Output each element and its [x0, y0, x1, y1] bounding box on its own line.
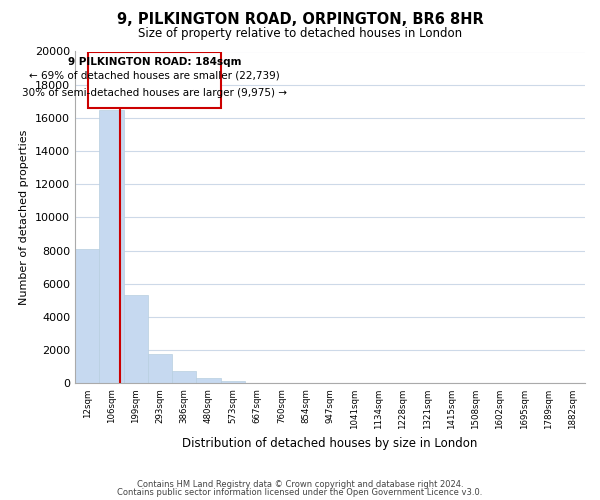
Text: 9 PILKINGTON ROAD: 184sqm: 9 PILKINGTON ROAD: 184sqm: [68, 58, 241, 68]
Text: Contains HM Land Registry data © Crown copyright and database right 2024.: Contains HM Land Registry data © Crown c…: [137, 480, 463, 489]
Bar: [196, 378, 221, 384]
Text: 9, PILKINGTON ROAD, ORPINGTON, BR6 8HR: 9, PILKINGTON ROAD, ORPINGTON, BR6 8HR: [116, 12, 484, 28]
Text: ← 69% of detached houses are smaller (22,739): ← 69% of detached houses are smaller (22…: [29, 70, 280, 81]
Bar: [124, 296, 148, 384]
Text: Contains public sector information licensed under the Open Government Licence v3: Contains public sector information licen…: [118, 488, 482, 497]
Bar: [148, 354, 172, 384]
Text: Size of property relative to detached houses in London: Size of property relative to detached ho…: [138, 28, 462, 40]
X-axis label: Distribution of detached houses by size in London: Distribution of detached houses by size …: [182, 437, 478, 450]
Bar: [245, 382, 269, 384]
Bar: [99, 110, 124, 384]
Text: 30% of semi-detached houses are larger (9,975) →: 30% of semi-detached houses are larger (…: [22, 88, 287, 98]
Bar: [75, 249, 99, 384]
Y-axis label: Number of detached properties: Number of detached properties: [19, 130, 29, 305]
Bar: [221, 381, 245, 384]
Bar: [172, 371, 196, 384]
FancyBboxPatch shape: [88, 52, 221, 108]
